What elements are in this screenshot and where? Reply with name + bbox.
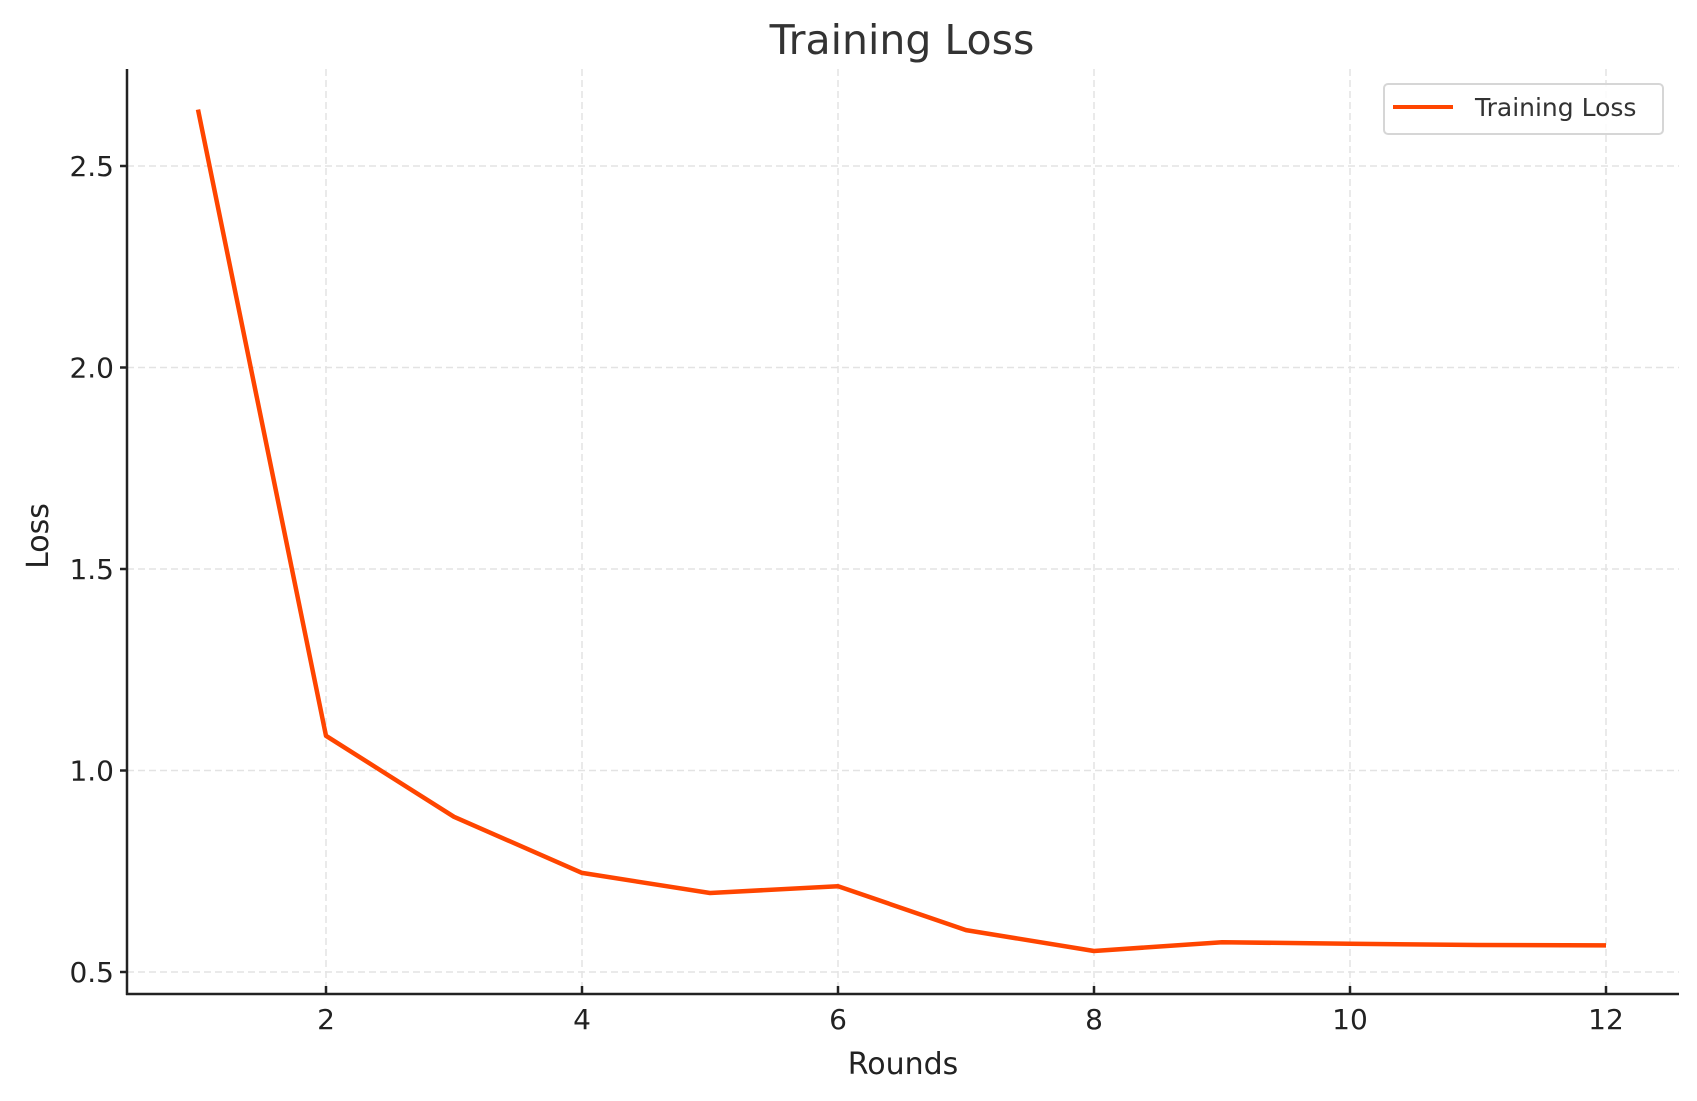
x-tick-label: 8	[1085, 1003, 1103, 1036]
y-axis-label: Loss	[21, 503, 56, 569]
y-tick-label: 2.5	[69, 150, 114, 183]
x-axis-ticks: 2 4 6 8 10 12	[317, 986, 1624, 1036]
x-tick-label: 6	[829, 1003, 847, 1036]
data-series	[195, 109, 1607, 954]
x-tick-label: 2	[317, 1003, 335, 1036]
legend-box	[1383, 83, 1664, 135]
y-tick-label: 1.5	[69, 553, 114, 586]
legend: Training Loss	[1383, 83, 1664, 135]
legend-label: Training Loss	[1474, 93, 1636, 122]
x-axis-label: Rounds	[848, 1047, 959, 1082]
y-tick-label: 0.5	[69, 956, 114, 989]
training-loss-line	[195, 109, 1607, 954]
grid-lines	[127, 69, 1679, 994]
y-tick-label: 1.0	[69, 755, 114, 788]
x-tick-label: 4	[573, 1003, 591, 1036]
y-axis-ticks: 0.5 1.0 1.5 2.0 2.5	[69, 150, 127, 989]
y-tick-label: 2.0	[69, 352, 114, 385]
chart-title: Training Loss	[769, 16, 1035, 64]
x-tick-label: 12	[1588, 1003, 1624, 1036]
x-tick-label: 10	[1332, 1003, 1368, 1036]
